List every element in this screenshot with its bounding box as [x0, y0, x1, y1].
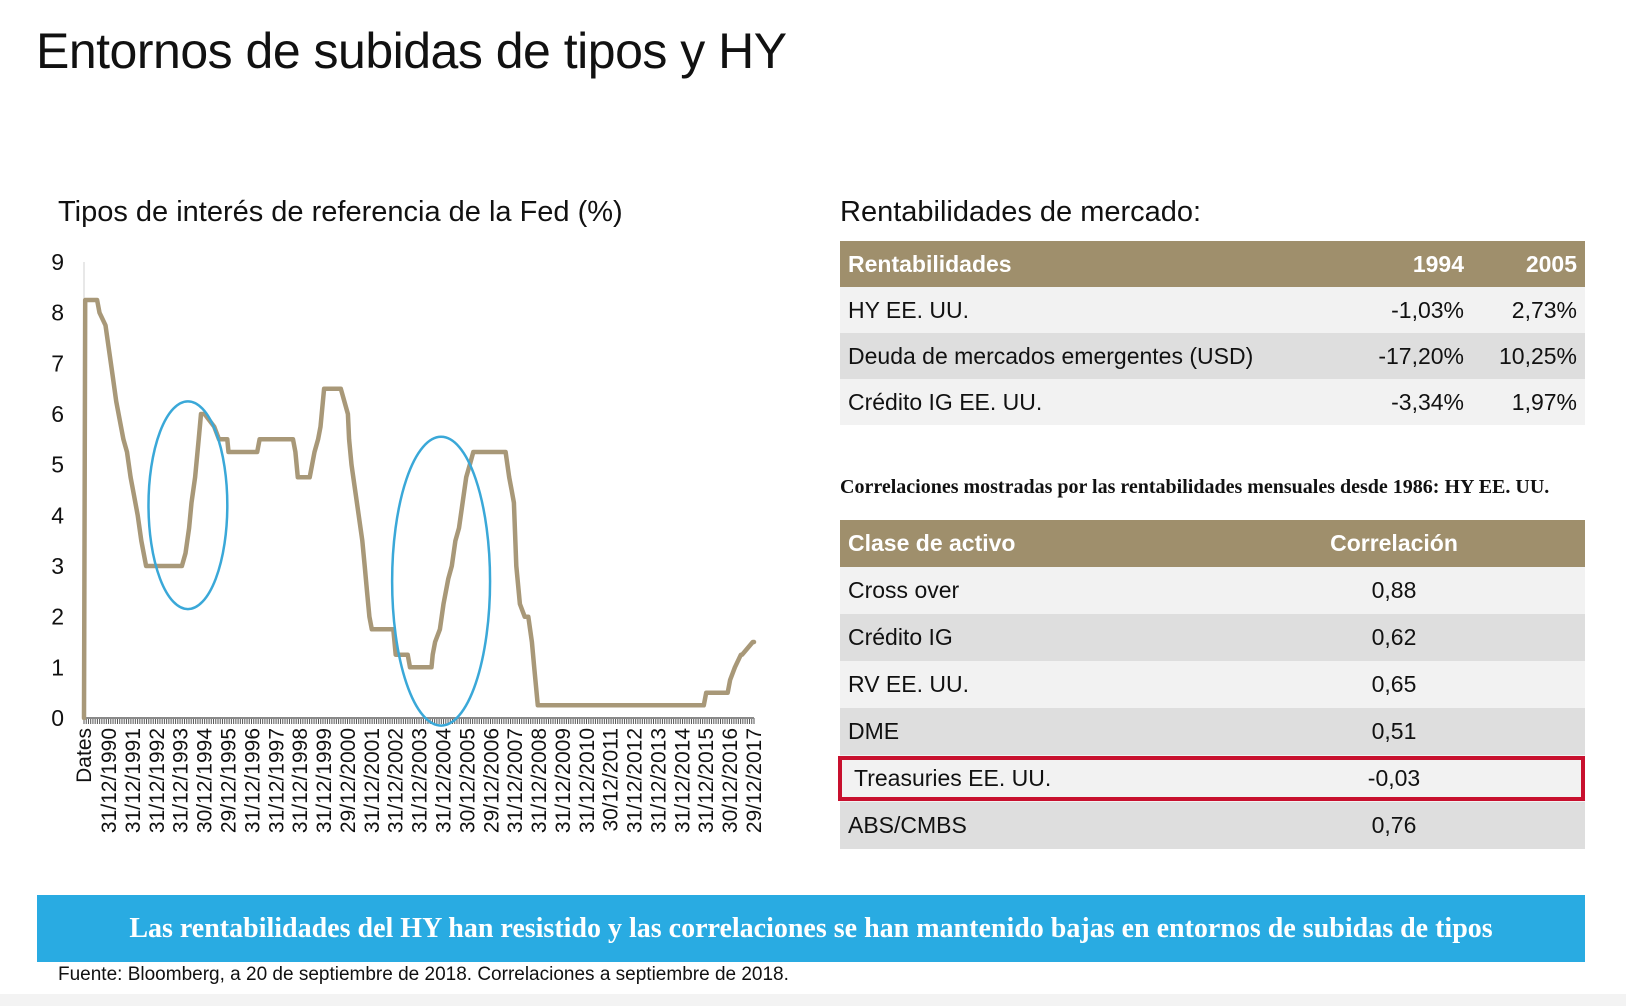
- returns-cell-asset: HY EE. UU.: [840, 287, 1326, 333]
- correlation-cell-spacer: [1512, 614, 1585, 661]
- correlation-cell-asset: DME: [840, 708, 1276, 755]
- x-tick-label: 29/12/2000: [337, 728, 360, 833]
- returns-cell-2005: 1,97%: [1472, 379, 1585, 425]
- returns-cell-asset: Deuda de mercados emergentes (USD): [840, 333, 1326, 379]
- y-tick-label: 4: [51, 502, 64, 528]
- chart-title: Tipos de interés de referencia de la Fed…: [58, 196, 623, 228]
- x-tick-label: 30/12/2011: [600, 728, 623, 832]
- x-tick-label: Dates: [73, 728, 96, 783]
- x-tick-label: 31/12/2012: [624, 728, 647, 833]
- x-tick-label: 31/12/2015: [695, 728, 718, 833]
- bottom-strip: [0, 994, 1626, 1006]
- x-tick-label: 29/12/2006: [480, 728, 503, 833]
- table-row: RV EE. UU. 0,65: [840, 661, 1585, 708]
- returns-heading: Rentabilidades de mercado:: [840, 196, 1202, 228]
- returns-cell-2005: 10,25%: [1472, 333, 1585, 379]
- returns-header-row: Rentabilidades 1994 2005: [840, 241, 1585, 287]
- table-row: Deuda de mercados emergentes (USD) -17,2…: [840, 333, 1585, 379]
- x-tick-label: 31/12/1992: [146, 728, 169, 833]
- conclusion-banner: Las rentabilidades del HY han resistido …: [37, 895, 1585, 962]
- returns-cell-1994: -1,03%: [1326, 287, 1472, 333]
- correlation-cell-spacer: [1512, 567, 1585, 614]
- x-tick-label: 31/12/1993: [170, 728, 193, 833]
- returns-cell-1994: -17,20%: [1326, 333, 1472, 379]
- x-tick-label: 30/12/1994: [194, 728, 217, 833]
- x-tick-label: 31/12/1990: [98, 728, 121, 833]
- x-tick-label: 31/12/1998: [289, 728, 312, 833]
- correlation-cell-value: 0,51: [1276, 708, 1512, 755]
- correlation-cell-spacer: [1512, 755, 1585, 802]
- table-row: Crédito IG EE. UU. -3,34% 1,97%: [840, 379, 1585, 425]
- returns-cell-asset: Crédito IG EE. UU.: [840, 379, 1326, 425]
- correlation-header-row: Clase de activo Correlación: [840, 520, 1585, 567]
- correlation-table: Clase de activo Correlación Cross over 0…: [840, 520, 1585, 849]
- fed-rate-series-line: [81, 297, 757, 721]
- y-tick-label: 3: [51, 553, 64, 579]
- correlation-cell-asset: Crédito IG: [840, 614, 1276, 661]
- y-tick-label: 9: [51, 249, 64, 275]
- x-tick-label: 31/12/1997: [265, 728, 288, 833]
- correlation-cell-value: 0,88: [1276, 567, 1512, 614]
- y-tick-label: 7: [51, 350, 64, 376]
- y-tick-label: 6: [51, 401, 64, 427]
- correlation-cell-value: 0,65: [1276, 661, 1512, 708]
- correlation-cell-spacer: [1512, 802, 1585, 849]
- returns-header-2005: 2005: [1472, 241, 1585, 287]
- table-row: ABS/CMBS 0,76: [840, 802, 1585, 849]
- table-row: Crédito IG 0,62: [840, 614, 1585, 661]
- y-tick-label: 0: [51, 705, 64, 731]
- table-row: DME 0,51: [840, 708, 1585, 755]
- correlation-header-value: Correlación: [1276, 520, 1512, 567]
- x-tick-label: 31/12/2002: [385, 728, 408, 833]
- y-tick-label: 1: [51, 654, 64, 680]
- highlight-ellipse: [147, 400, 229, 611]
- source-note: Fuente: Bloomberg, a 20 de septiembre de…: [58, 964, 789, 985]
- correlation-cell-spacer: [1512, 661, 1585, 708]
- x-tick-label: 31/12/1999: [313, 728, 336, 833]
- y-tick-label: 8: [51, 300, 64, 326]
- correlation-header-asset: Clase de activo: [840, 520, 1276, 567]
- x-tick-label: 29/12/1995: [218, 728, 241, 833]
- table-row-highlighted: Treasuries EE. UU. -0,03: [840, 755, 1585, 802]
- correlation-cell-asset: RV EE. UU.: [840, 661, 1276, 708]
- x-tick-label: 31/12/2014: [671, 728, 694, 833]
- x-tick-label: 31/12/2003: [409, 728, 432, 833]
- x-tick-label: 30/12/2005: [456, 728, 479, 833]
- x-tick-label: 31/12/2010: [576, 728, 599, 833]
- x-tick-label: 30/12/2016: [719, 728, 742, 833]
- x-tick-label: 31/12/2004: [432, 728, 455, 833]
- x-tick-label: 31/12/2013: [647, 728, 670, 833]
- x-tick-label: 31/12/1996: [241, 728, 264, 833]
- highlight-ellipse: [390, 435, 492, 727]
- x-tick-label: 31/12/1991: [122, 728, 145, 833]
- returns-header-asset: Rentabilidades: [840, 241, 1326, 287]
- y-tick-label: 5: [51, 452, 64, 478]
- returns-cell-1994: -3,34%: [1326, 379, 1472, 425]
- correlation-cell-value: 0,62: [1276, 614, 1512, 661]
- correlation-cell-asset: Treasuries EE. UU.: [840, 755, 1276, 802]
- correlation-cell-spacer: [1512, 708, 1585, 755]
- correlation-cell-asset: ABS/CMBS: [840, 802, 1276, 849]
- x-tick-label: 31/12/2008: [528, 728, 551, 833]
- table-row: HY EE. UU. -1,03% 2,73%: [840, 287, 1585, 333]
- correlation-cell-value: 0,76: [1276, 802, 1512, 849]
- correlation-cell-asset: Cross over: [840, 567, 1276, 614]
- correlation-heading: Correlaciones mostradas por las rentabil…: [840, 476, 1550, 498]
- correlation-header-spacer: [1512, 520, 1585, 567]
- x-tick-label: 31/12/2001: [361, 728, 384, 833]
- page-title: Entornos de subidas de tipos y HY: [36, 23, 787, 79]
- y-tick-label: 2: [51, 604, 64, 630]
- x-tick-label: 29/12/2017: [743, 728, 766, 833]
- x-tick-label: 31/12/2007: [504, 728, 527, 833]
- returns-header-1994: 1994: [1326, 241, 1472, 287]
- returns-cell-2005: 2,73%: [1472, 287, 1585, 333]
- x-tick-label: 31/12/2009: [552, 728, 575, 833]
- table-row: Cross over 0,88: [840, 567, 1585, 614]
- returns-table: Rentabilidades 1994 2005 HY EE. UU. -1,0…: [840, 241, 1585, 425]
- correlation-cell-value: -0,03: [1276, 755, 1512, 802]
